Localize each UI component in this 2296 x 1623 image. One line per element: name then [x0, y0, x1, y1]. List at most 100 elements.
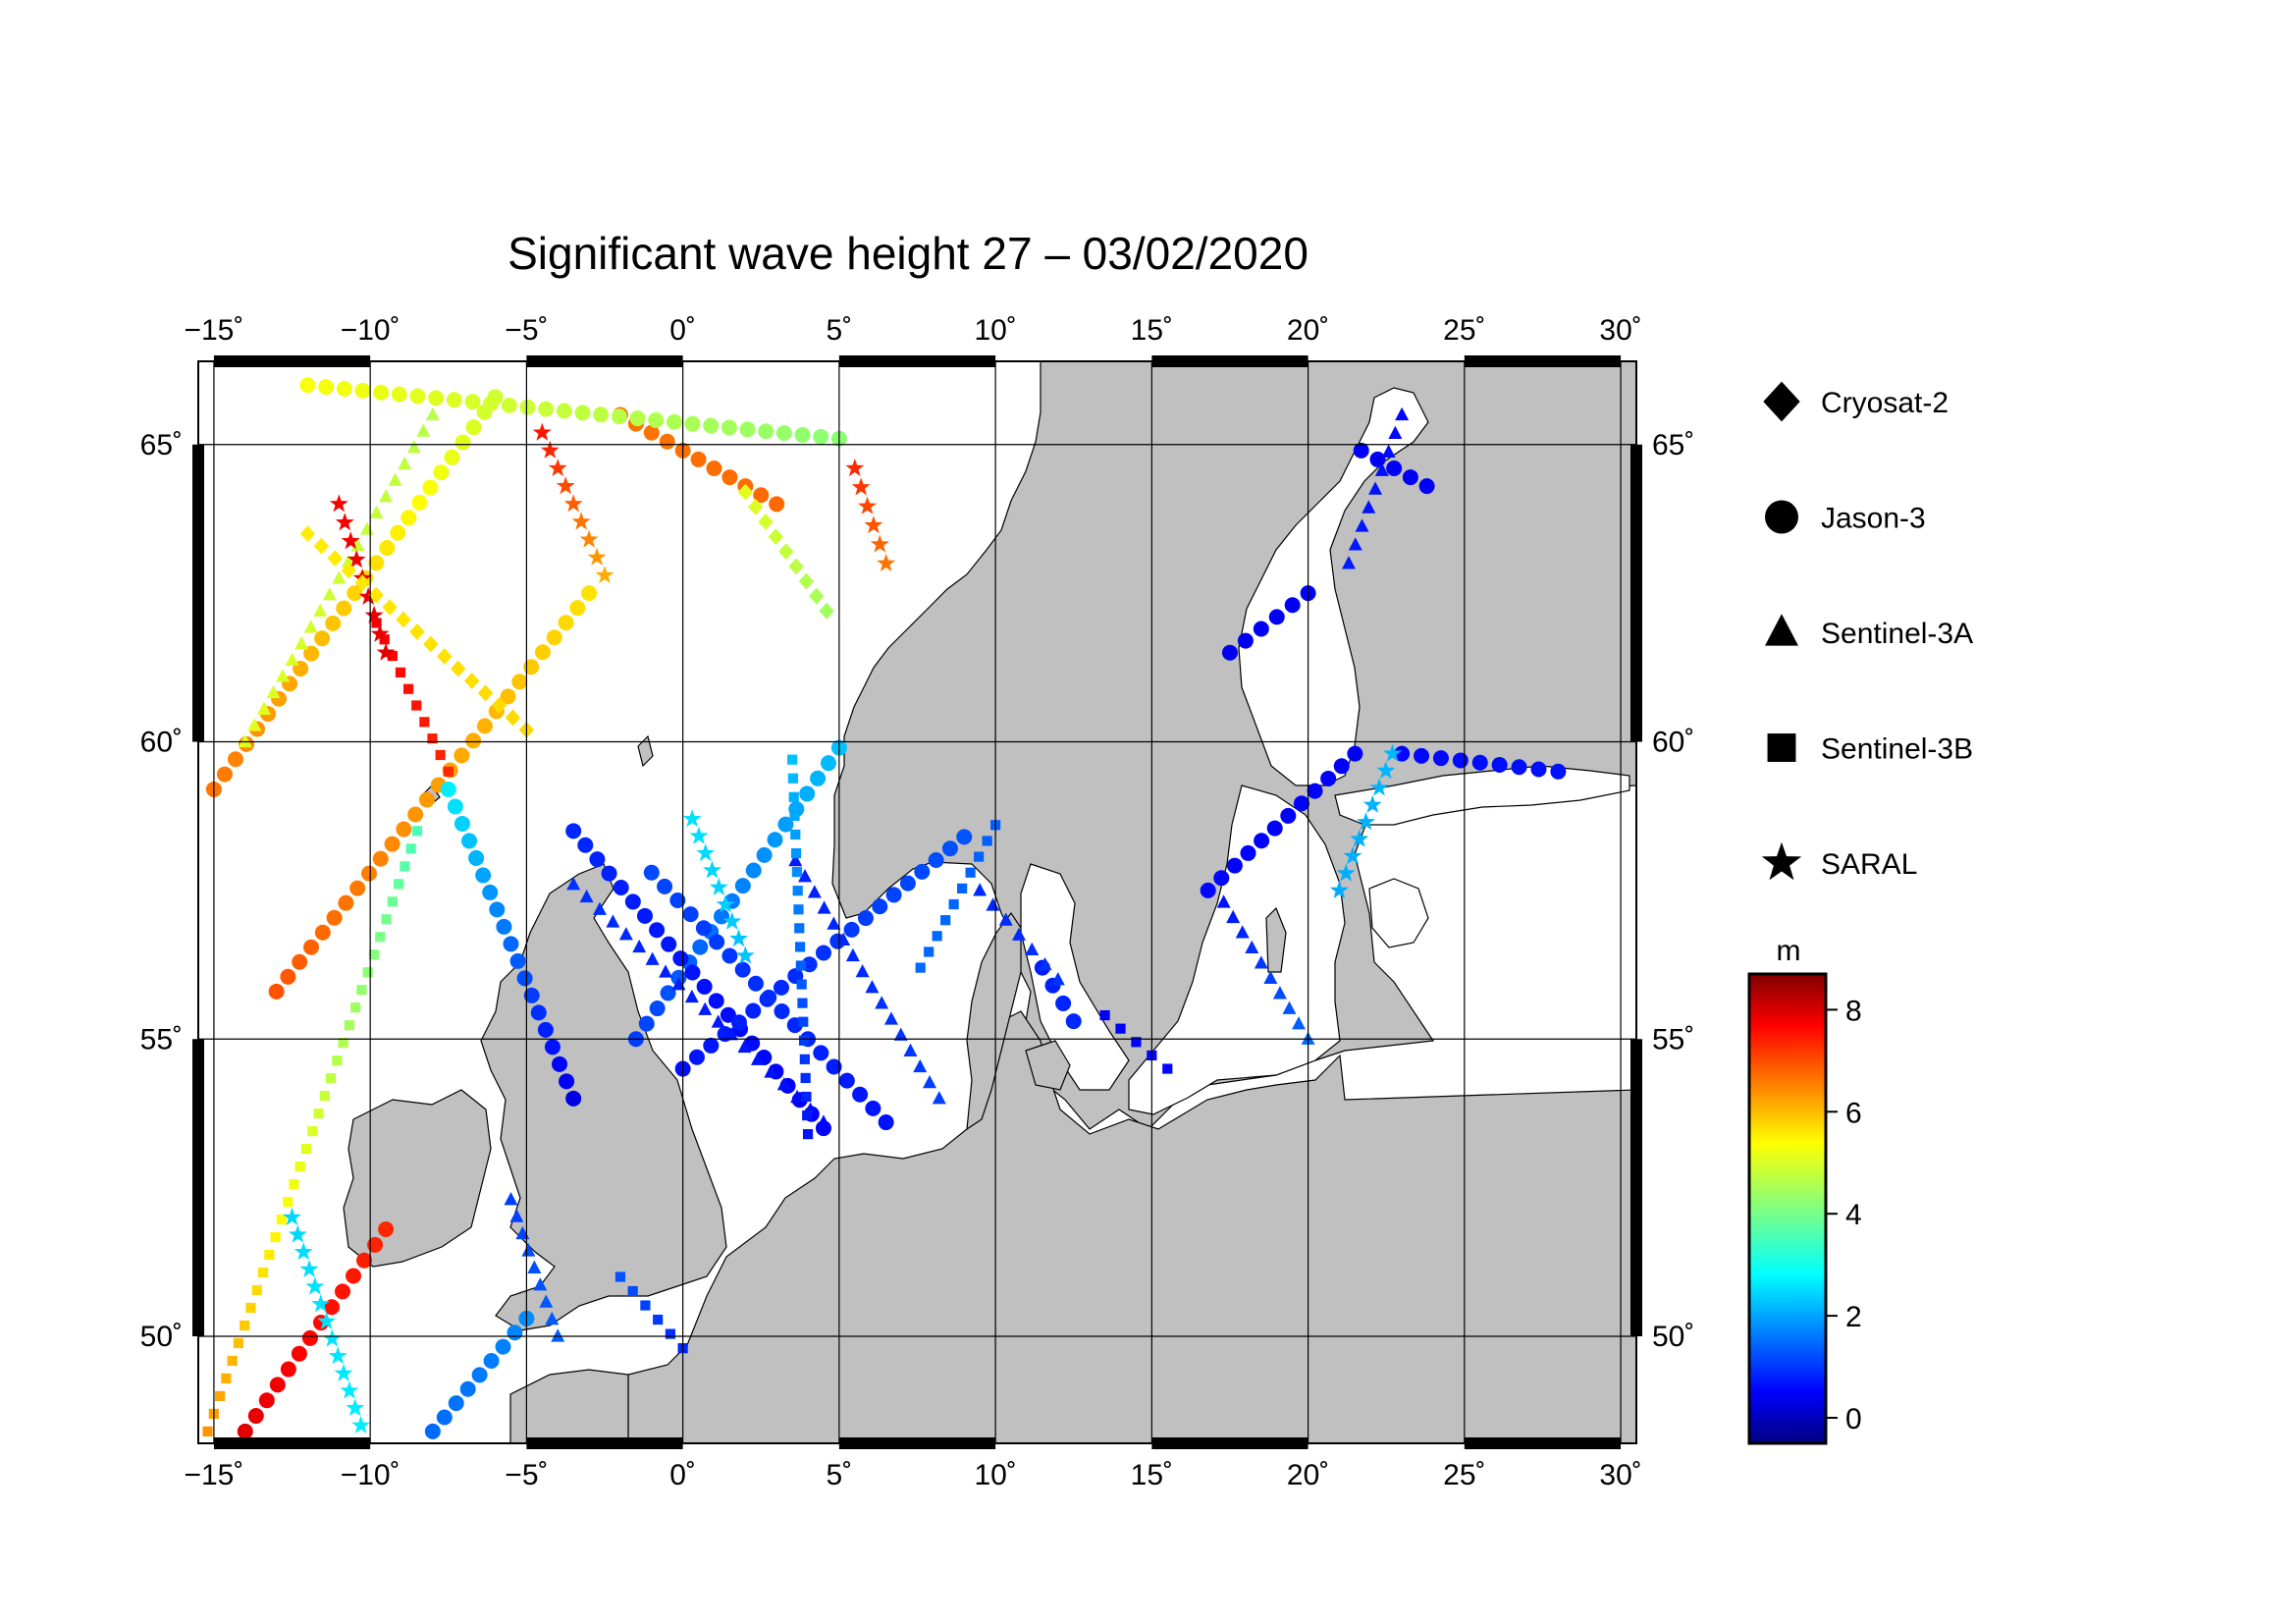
data-point: [722, 911, 742, 930]
data-point: [1235, 925, 1250, 939]
data-point: [495, 1338, 511, 1355]
data-point: [1348, 537, 1362, 551]
data-point: [379, 540, 396, 557]
data-point: [1355, 518, 1369, 532]
data-point: [716, 894, 735, 913]
data-point: [1333, 758, 1350, 775]
data-point: [483, 396, 500, 412]
data-point: [247, 1408, 264, 1425]
data-point: [1471, 754, 1488, 771]
data-point: [336, 380, 352, 397]
data-point: [826, 1058, 842, 1075]
data-point: [344, 1020, 354, 1031]
data-point: [305, 1276, 325, 1295]
data-point: [539, 1294, 554, 1308]
data-point: [672, 950, 689, 967]
data-point: [563, 494, 583, 513]
data-point: [794, 942, 806, 952]
data-point: [787, 754, 798, 765]
data-point: [319, 1091, 330, 1102]
frame-bar-right: [1630, 444, 1642, 742]
data-point: [915, 962, 926, 973]
data-point: [1350, 829, 1369, 847]
data-point: [973, 883, 988, 896]
data-point: [957, 883, 968, 893]
data-point: [1362, 794, 1382, 813]
data-point: [798, 869, 813, 883]
data-point: [407, 806, 424, 823]
data-point: [595, 566, 614, 584]
data-point: [1336, 863, 1356, 882]
data-point: [1099, 1009, 1110, 1021]
data-point: [721, 469, 738, 486]
data-point: [1055, 995, 1072, 1011]
data-point: [354, 382, 371, 399]
frame-bar-bottom: [838, 1437, 996, 1449]
land-great-britain: [480, 863, 727, 1331]
data-point: [684, 989, 699, 1003]
data-point: [657, 878, 673, 894]
data-point: [791, 867, 802, 878]
lat-tick-label-left: 60˚: [140, 727, 183, 759]
data-point: [941, 840, 958, 857]
data-point: [758, 514, 774, 530]
data-point: [482, 884, 499, 900]
data-point: [767, 832, 783, 848]
data-point: [448, 1395, 464, 1412]
data-point: [341, 554, 355, 568]
data-point: [425, 406, 440, 421]
legend-label: Jason-3: [1821, 503, 1926, 535]
data-point: [1329, 880, 1349, 898]
data-point: [645, 951, 660, 965]
land-jutland: [966, 911, 1022, 1131]
data-point: [368, 949, 380, 960]
data-point: [346, 1398, 365, 1417]
track-jason-3: [674, 829, 973, 1077]
land-zealand: [1025, 1040, 1071, 1091]
data-point: [303, 939, 320, 955]
data-point: [734, 878, 751, 894]
data-point: [313, 1109, 324, 1119]
kattegat: [1020, 863, 1130, 1091]
data-point: [545, 1311, 560, 1325]
data-point: [581, 585, 598, 602]
data-point: [1353, 442, 1369, 459]
data-point: [1362, 500, 1376, 514]
track-saral: [682, 809, 755, 964]
data-point: [395, 667, 406, 677]
track-jason-3: [1394, 745, 1567, 780]
data-point: [548, 459, 567, 477]
data-point: [341, 531, 360, 550]
data-point: [1418, 478, 1435, 495]
lon-tick-label-top: 15˚: [1131, 314, 1173, 347]
colorbar-tick-label: 2: [1845, 1301, 1862, 1333]
data-point: [544, 1039, 561, 1055]
data-point: [433, 464, 450, 481]
data-point: [788, 791, 799, 802]
data-point: [394, 879, 404, 890]
legend-marker-star: [1761, 841, 1802, 881]
data-point: [627, 1285, 638, 1297]
data-point: [332, 570, 347, 584]
data-point: [409, 388, 426, 405]
data-point: [496, 918, 512, 935]
lon-tick-label-bottom: 20˚: [1287, 1459, 1329, 1491]
data-point: [745, 1002, 762, 1019]
data-point: [477, 684, 494, 702]
data-point: [878, 1114, 894, 1131]
track-jason-3: [268, 585, 598, 1000]
data-point: [865, 980, 880, 994]
legend-label: Sentinel-3B: [1821, 733, 1973, 766]
data-point: [948, 898, 959, 910]
data-point: [810, 770, 827, 786]
data-point: [692, 939, 709, 955]
data-point: [724, 1027, 739, 1041]
lon-tick-label-top: 10˚: [974, 314, 1016, 347]
data-point: [289, 1178, 299, 1190]
data-point: [251, 1284, 262, 1296]
data-point: [802, 1129, 814, 1140]
data-point: [566, 877, 581, 891]
data-point: [379, 489, 394, 503]
legend-label: SARAL: [1821, 848, 1917, 881]
data-point: [864, 515, 883, 534]
